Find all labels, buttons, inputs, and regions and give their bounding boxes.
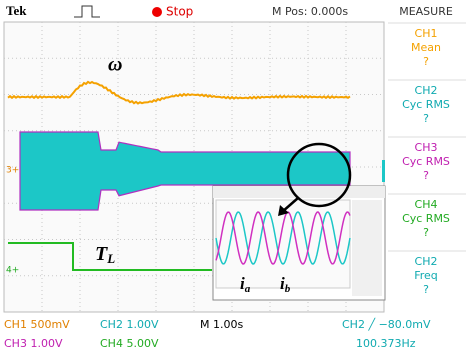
- menu-channel: CH2: [415, 255, 438, 268]
- inset-header: [213, 186, 385, 198]
- menu-reading: ?: [423, 112, 429, 125]
- footer-ch4: CH4 5.00V: [100, 337, 159, 350]
- menu-measure: Cyc RMS: [402, 155, 450, 168]
- menu-measure: Cyc RMS: [402, 98, 450, 111]
- stop-dot: [152, 7, 162, 17]
- menu-channel: CH4: [415, 198, 438, 211]
- speed-label: ω: [108, 54, 122, 76]
- acq-icon: [74, 6, 100, 17]
- scope-screen: Tek Stop M Pos: 0.000s MEASURE 3+ 4+ ω T…: [0, 0, 469, 356]
- menu-reading: ?: [423, 283, 429, 296]
- run-state: Stop: [166, 5, 193, 19]
- menu-channel: CH2: [415, 84, 438, 97]
- menu-channel: CH1: [415, 27, 438, 40]
- torque-sub: L: [106, 251, 115, 266]
- menu-reading: ?: [423, 55, 429, 68]
- footer-trigger: CH2 ╱ −80.0mV: [342, 317, 431, 331]
- brand: Tek: [6, 3, 27, 18]
- torque-main: T: [95, 243, 108, 265]
- menu-measure: Mean: [411, 41, 441, 54]
- position: M Pos: 0.000s: [272, 5, 348, 18]
- menu-reading: ?: [423, 226, 429, 239]
- menu-channel: CH3: [415, 141, 438, 154]
- menu-title: MEASURE: [399, 5, 453, 18]
- footer-ch1: CH1 500mV: [4, 318, 70, 331]
- menu-measure: Cyc RMS: [402, 212, 450, 225]
- footer-ch3: CH3 1.00V: [4, 337, 63, 350]
- footer-frequency: 100.373Hz: [356, 337, 416, 350]
- footer-timebase: M 1.00s: [200, 318, 243, 331]
- menu-reading: ?: [423, 169, 429, 182]
- ib-sub: b: [285, 283, 291, 295]
- ch2-offscreen: [382, 160, 385, 182]
- inset-menu: [352, 200, 382, 296]
- menu-measure: Freq: [414, 269, 438, 282]
- ia-sub: a: [245, 283, 251, 295]
- marker-ch4: 4+: [6, 266, 19, 276]
- marker-ch3: 3+: [6, 166, 19, 176]
- footer-ch2: CH2 1.00V: [100, 318, 159, 331]
